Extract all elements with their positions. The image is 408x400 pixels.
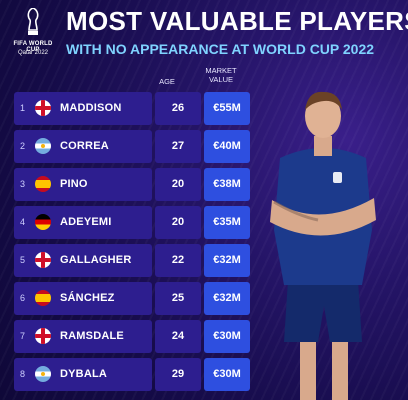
player-age: 20 (171, 216, 185, 228)
table-row: 2 CORREA 27 €40M (14, 130, 250, 163)
player-cell: 6 SÁNCHEZ (14, 282, 152, 315)
player-value: €30M (213, 368, 241, 380)
market-value-column-header: MARKET VALUE (196, 66, 246, 84)
value-cell: €32M (204, 282, 250, 315)
player-name: SÁNCHEZ (60, 292, 115, 304)
age-cell: 20 (155, 206, 201, 239)
player-name: MADDISON (60, 102, 122, 114)
page-title: MOST VALUABLE PLAYERS (66, 6, 408, 36)
player-age: 27 (171, 140, 185, 152)
player-cell: 7 RAMSDALE (14, 320, 152, 353)
table-row: 4 ADEYEMI 20 €35M (14, 206, 250, 239)
players-table: 1 MADDISON 26 €55M 2 CORREA 27 €40M 3 PI… (14, 92, 250, 396)
player-name: GALLAGHER (60, 254, 132, 266)
age-cell: 29 (155, 358, 201, 391)
table-row: 7 RAMSDALE 24 €30M (14, 320, 250, 353)
spain-flag-icon (35, 176, 51, 192)
player-value: €38M (213, 178, 241, 190)
logo-subtext: Qatar 2022 (17, 50, 49, 56)
market-value-header-line2: VALUE (208, 75, 234, 84)
table-row: 3 PINO 20 €38M (14, 168, 250, 201)
player-value: €32M (213, 254, 241, 266)
player-name: ADEYEMI (60, 216, 112, 228)
player-value: €35M (213, 216, 241, 228)
age-cell: 22 (155, 244, 201, 277)
rank-number: 1 (20, 103, 26, 113)
age-cell: 27 (155, 130, 201, 163)
germany-flag-icon (35, 214, 51, 230)
age-column-header: AGE (159, 77, 175, 86)
rank-number: 3 (20, 179, 26, 189)
rank-number: 6 (20, 293, 26, 303)
player-cell: 5 GALLAGHER (14, 244, 152, 277)
player-value: €32M (213, 292, 241, 304)
player-value: €40M (213, 140, 241, 152)
age-cell: 20 (155, 168, 201, 201)
table-row: 8 DYBALA 29 €30M (14, 358, 250, 391)
value-cell: €35M (204, 206, 250, 239)
player-name: PINO (60, 178, 88, 190)
age-cell: 24 (155, 320, 201, 353)
value-cell: €30M (204, 320, 250, 353)
england-flag-icon (35, 252, 51, 268)
player-age: 26 (171, 102, 185, 114)
argentina-flag-icon (35, 138, 51, 154)
trophy-icon (27, 8, 39, 35)
player-age: 20 (171, 178, 185, 190)
age-cell: 25 (155, 282, 201, 315)
england-flag-icon (35, 100, 51, 116)
argentina-flag-icon (35, 366, 51, 382)
age-cell: 26 (155, 92, 201, 125)
player-name: DYBALA (60, 368, 108, 380)
value-cell: €30M (204, 358, 250, 391)
player-age: 24 (171, 330, 185, 342)
rank-number: 8 (20, 369, 26, 379)
spain-flag-icon (35, 290, 51, 306)
page-subtitle: WITH NO APPEARANCE AT WORLD CUP 2022 (66, 41, 375, 57)
player-name: RAMSDALE (60, 330, 124, 342)
player-age: 25 (171, 292, 185, 304)
rank-number: 7 (20, 331, 26, 341)
player-value: €55M (213, 102, 241, 114)
value-cell: €55M (204, 92, 250, 125)
table-row: 6 SÁNCHEZ 25 €32M (14, 282, 250, 315)
player-cell: 8 DYBALA (14, 358, 152, 391)
player-cell: 1 MADDISON (14, 92, 152, 125)
rank-number: 2 (20, 141, 26, 151)
table-row: 1 MADDISON 26 €55M (14, 92, 250, 125)
player-cell: 4 ADEYEMI (14, 206, 152, 239)
player-photo (270, 91, 376, 400)
rank-number: 5 (20, 255, 26, 265)
player-age: 29 (171, 368, 185, 380)
england-flag-icon (35, 328, 51, 344)
rank-number: 4 (20, 217, 26, 227)
table-row: 5 GALLAGHER 22 €32M (14, 244, 250, 277)
value-cell: €32M (204, 244, 250, 277)
value-cell: €38M (204, 168, 250, 201)
market-value-header-line1: MARKET (205, 66, 237, 75)
logo-text: FIFA WORLD CUP (13, 41, 53, 53)
world-cup-logo: FIFA WORLD CUP Qatar 2022 (6, 6, 60, 64)
player-age: 22 (171, 254, 185, 266)
player-value: €30M (213, 330, 241, 342)
value-cell: €40M (204, 130, 250, 163)
player-name: CORREA (60, 140, 109, 152)
player-cell: 3 PINO (14, 168, 152, 201)
player-cell: 2 CORREA (14, 130, 152, 163)
